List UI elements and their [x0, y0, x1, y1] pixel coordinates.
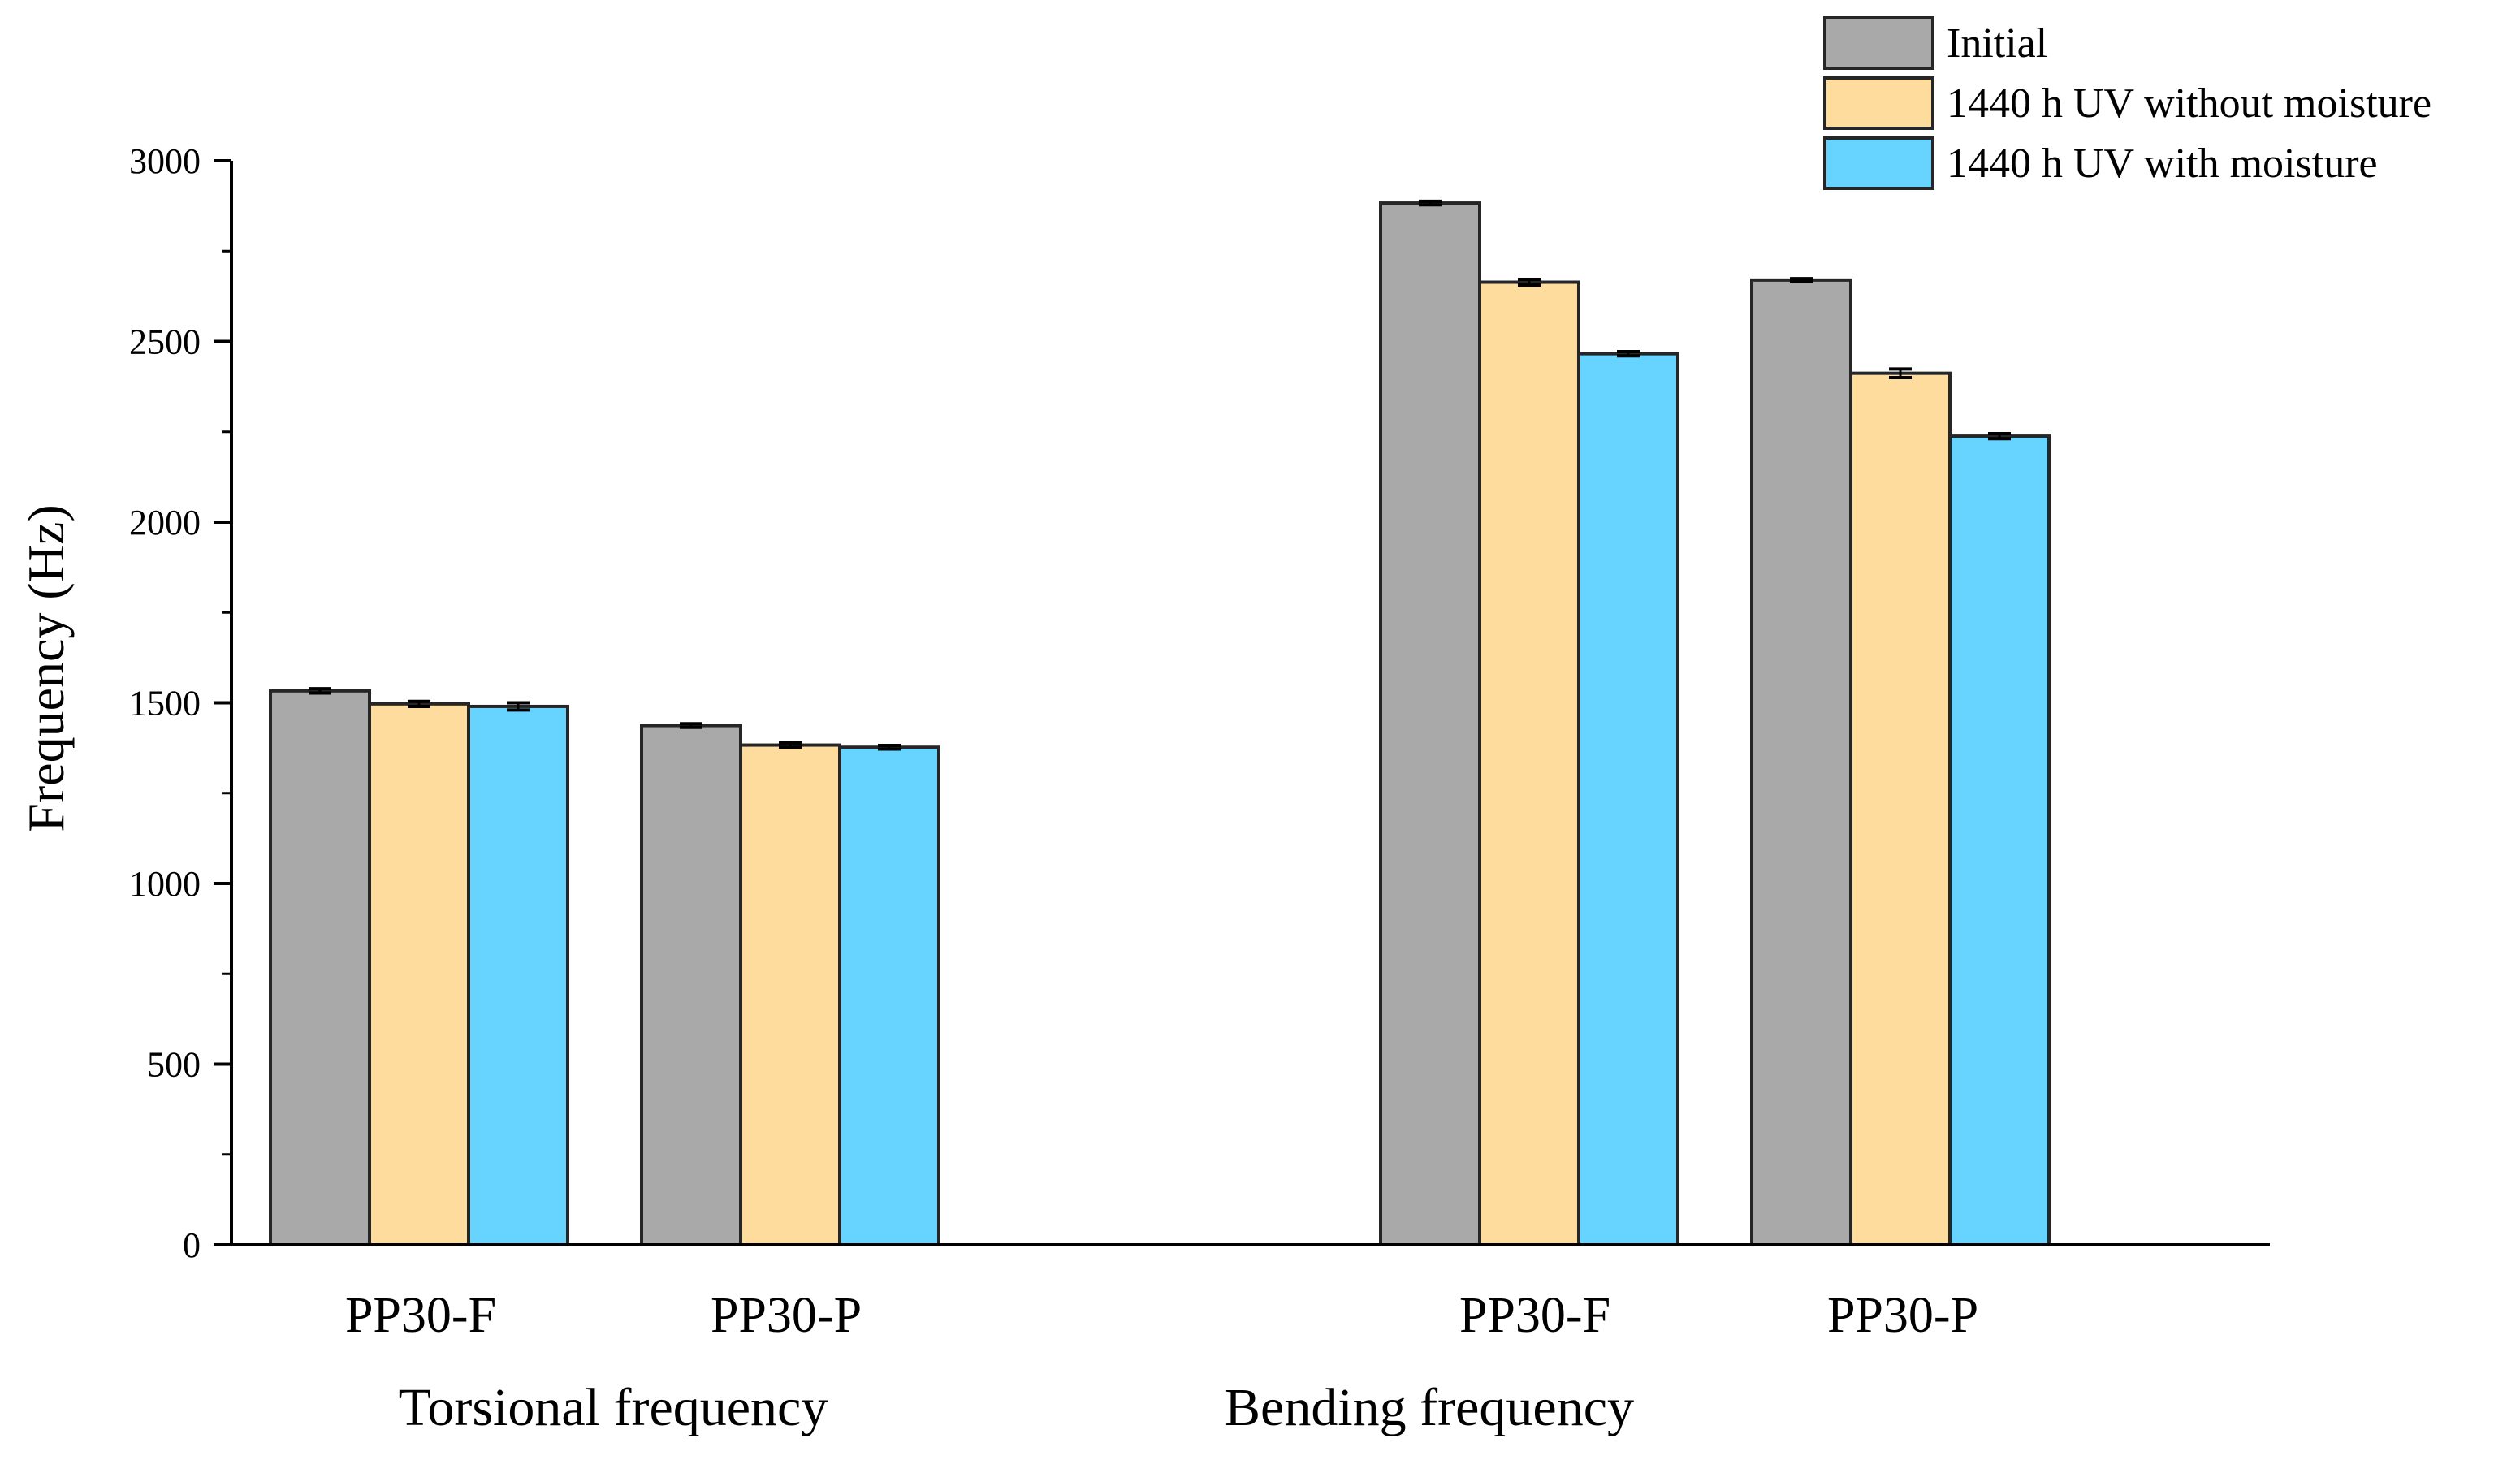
legend-item-2: 1440 h UV with moisture	[1823, 136, 2378, 190]
bar-1-0-1	[1478, 280, 1580, 1246]
category-label-0-1: PP30-P	[711, 1288, 862, 1343]
bar-0-0-0	[269, 689, 371, 1246]
legend-label-1: 1440 h UV without moisture	[1947, 80, 2431, 127]
error-bars-layer	[309, 199, 2011, 751]
error-bar-1-0-2	[1617, 349, 1640, 358]
error-bar-1-1-0	[1790, 277, 1813, 283]
bar-1-1-2	[1948, 434, 2051, 1246]
error-bar-1-1-1	[1889, 367, 1912, 379]
group-label-1: Bending frequency	[1225, 1378, 1634, 1437]
bar-1-1-1	[1849, 371, 1952, 1246]
bar-1-0-0	[1379, 201, 1481, 1247]
legend-swatch-0	[1823, 16, 1934, 70]
category-labels: PP30-F PP30-P Torsional frequency PP30-F PP3…	[345, 1288, 1978, 1437]
y-tick-label-4: 2000	[129, 503, 201, 542]
legend-label-0: Initial	[1947, 20, 2047, 67]
bar-0-1-2	[838, 745, 940, 1246]
category-label-0-0: PP30-F	[345, 1288, 496, 1343]
bar-1-0-2	[1577, 352, 1679, 1246]
bar-0-0-1	[368, 702, 470, 1246]
legend: Initial 1440 h UV without moisture 1440 h …	[1823, 16, 2431, 190]
y-tick-label-6: 3000	[129, 141, 201, 181]
legend-swatch-2	[1823, 136, 1934, 190]
y-tick-label-5: 2500	[129, 322, 201, 362]
error-bar-0-0-1	[408, 699, 430, 708]
legend-label-2: 1440 h UV with moisture	[1947, 140, 2378, 187]
error-bar-1-1-2	[1988, 431, 2011, 441]
legend-item-0: Initial	[1823, 16, 2047, 70]
bars-layer	[269, 201, 2051, 1247]
error-bar-1-0-1	[1518, 277, 1541, 287]
category-label-1-0: PP30-F	[1459, 1288, 1610, 1343]
error-bar-1-0-0	[1419, 199, 1442, 207]
legend-item-1: 1440 h UV without moisture	[1823, 76, 2431, 130]
error-bar-0-1-2	[878, 744, 901, 751]
y-tick-label-2: 1000	[129, 864, 201, 904]
y-tick-label-0: 0	[183, 1225, 201, 1265]
error-bar-0-1-1	[779, 741, 802, 749]
bar-1-1-0	[1750, 278, 1852, 1247]
y-axis-label: Frequency (Hz)	[17, 504, 75, 832]
bar-0-1-0	[640, 724, 742, 1246]
y-tick-label-3: 1500	[129, 684, 201, 724]
error-bar-0-1-0	[680, 722, 702, 729]
error-bar-0-0-0	[309, 687, 331, 695]
group-label-0: Torsional frequency	[399, 1378, 828, 1437]
bar-0-1-1	[739, 743, 841, 1246]
category-label-1-1: PP30-P	[1827, 1288, 1978, 1343]
legend-swatch-1	[1823, 76, 1934, 130]
y-tick-label-1: 500	[147, 1045, 201, 1085]
error-bar-0-0-2	[507, 701, 530, 712]
bar-0-0-2	[467, 704, 569, 1246]
y-ticks: 0 500 1000 1500 2000 2500 3000	[129, 141, 231, 1265]
